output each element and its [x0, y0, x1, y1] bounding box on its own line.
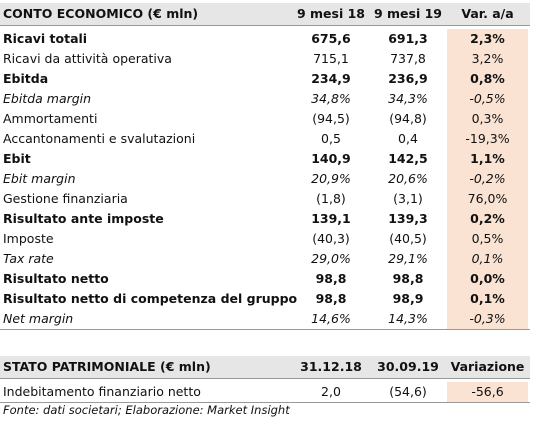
table-row: Indebitamento finanziario netto 2,0 (54,6)… — [0, 382, 530, 403]
value-cell: (94,5) — [312, 111, 350, 126]
header-cell: Var. a/a — [461, 6, 514, 21]
value-cell: 139,3 — [388, 211, 428, 226]
value-cell: 29,0% — [311, 251, 351, 266]
value-cell: -0,5% — [447, 89, 528, 109]
header-cell: STATO PATRIMONIALE (€ mln) — [3, 359, 211, 374]
value-cell: 2,3% — [447, 29, 528, 49]
row-label: Ricavi da attività operativa — [3, 51, 172, 66]
value-cell: 20,6% — [388, 171, 428, 186]
value-cell: 98,8 — [315, 271, 347, 286]
row-label: Tax rate — [3, 251, 54, 266]
value-cell: 98,9 — [392, 291, 424, 306]
value-cell: 2,0 — [321, 384, 341, 399]
table-row: Ebitda margin 34,8% 34,3% -0,5% — [0, 89, 530, 109]
value-cell: 715,1 — [313, 51, 349, 66]
table-header: CONTO ECONOMICO (€ mln) 9 mesi 18 9 mesi 1… — [0, 3, 530, 26]
value-cell: (40,3) — [312, 231, 350, 246]
value-cell: 675,6 — [311, 31, 351, 46]
row-label: Gestione finanziaria — [3, 191, 128, 206]
row-label: Risultato ante imposte — [3, 211, 164, 226]
value-cell: 76,0% — [447, 189, 528, 209]
table-row: Ricavi totali 675,6 691,3 2,3% — [0, 29, 530, 49]
table-row: Ammortamenti (94,5) (94,8) 0,3% — [0, 109, 530, 129]
value-cell: 0,2% — [447, 209, 528, 229]
value-cell: 20,9% — [311, 171, 351, 186]
row-label: Ebitda margin — [3, 91, 92, 106]
value-cell: 0,1% — [447, 249, 528, 269]
value-cell: 0,5% — [447, 229, 528, 249]
value-cell: 0,4 — [398, 131, 418, 146]
row-label: Ebit — [3, 151, 31, 166]
header-cell: 9 mesi 19 — [373, 6, 443, 21]
value-cell: (54,6) — [389, 384, 427, 399]
table-header: STATO PATRIMONIALE (€ mln) 31.12.18 30.09.… — [0, 356, 530, 379]
row-label: Ammortamenti — [3, 111, 98, 126]
value-cell: -56,6 — [447, 382, 528, 402]
row-label: Accantonamenti e svalutazioni — [3, 131, 196, 146]
value-cell: 98,8 — [315, 291, 347, 306]
value-cell: 1,1% — [447, 149, 528, 169]
value-cell: (94,8) — [389, 111, 427, 126]
header-cell: Variazione — [450, 359, 525, 374]
table-row: Tax rate 29,0% 29,1% 0,1% — [0, 249, 530, 269]
value-cell: -0,2% — [447, 169, 528, 189]
table-row: Ricavi da attività operativa 715,1 737,8 3,… — [0, 49, 530, 69]
header-cell: CONTO ECONOMICO (€ mln) — [3, 6, 199, 21]
table-row: Ebitda 234,9 236,9 0,8% — [0, 69, 530, 89]
header-cell: 9 mesi 18 — [296, 6, 366, 21]
table-row: Gestione finanziaria (1,8) (3,1) 76,0% — [0, 189, 530, 209]
value-cell: 0,1% — [447, 289, 528, 309]
table-row: Ebit margin 20,9% 20,6% -0,2% — [0, 169, 530, 189]
value-cell: 0,3% — [447, 109, 528, 129]
value-cell: -0,3% — [447, 309, 528, 329]
row-label: Net margin — [3, 311, 74, 326]
row-label: Risultato netto — [3, 271, 109, 286]
value-cell: 14,6% — [311, 311, 351, 326]
value-cell: 139,1 — [311, 211, 351, 226]
table-row: Risultato netto 98,8 98,8 0,0% — [0, 269, 530, 289]
table-row: Risultato ante imposte 139,1 139,3 0,2% — [0, 209, 530, 229]
table-row: Imposte (40,3) (40,5) 0,5% — [0, 229, 530, 249]
value-cell: 34,3% — [388, 91, 428, 106]
value-cell: 3,2% — [447, 49, 528, 69]
value-cell: -19,3% — [447, 129, 528, 149]
header-cell: 30.09.19 — [377, 359, 439, 374]
row-label: Risultato netto di competenza del gruppo — [3, 291, 298, 306]
value-cell: 691,3 — [388, 31, 428, 46]
row-label: Ebitda — [3, 71, 49, 86]
value-cell: 0,5 — [321, 131, 341, 146]
table-row: Net margin 14,6% 14,3% -0,3% — [0, 309, 530, 330]
value-cell: 234,9 — [311, 71, 351, 86]
row-label: Ebit margin — [3, 171, 76, 186]
table-row: Accantonamenti e svalutazioni 0,5 0,4 -19,3… — [0, 129, 530, 149]
value-cell: 14,3% — [388, 311, 428, 326]
value-cell: 0,8% — [447, 69, 528, 89]
row-label: Imposte — [3, 231, 54, 246]
table-row: Ebit 140,9 142,5 1,1% — [0, 149, 530, 169]
value-cell: 142,5 — [388, 151, 428, 166]
value-cell: (40,5) — [389, 231, 427, 246]
value-cell: (3,1) — [393, 191, 423, 206]
value-cell: 29,1% — [388, 251, 428, 266]
table-row: Risultato netto di competenza del gruppo… — [0, 289, 530, 309]
row-label: Ricavi totali — [3, 31, 88, 46]
value-cell: 236,9 — [388, 71, 428, 86]
value-cell: (1,8) — [316, 191, 346, 206]
value-cell: 98,8 — [392, 271, 424, 286]
value-cell: 0,0% — [447, 269, 528, 289]
value-cell: 140,9 — [311, 151, 351, 166]
header-cell: 31.12.18 — [300, 359, 362, 374]
value-cell: 34,8% — [311, 91, 351, 106]
value-cell: 737,8 — [390, 51, 426, 66]
row-label: Indebitamento finanziario netto — [3, 384, 201, 399]
footnote: Fonte: dati societari; Elaborazione: Mar… — [3, 403, 290, 417]
